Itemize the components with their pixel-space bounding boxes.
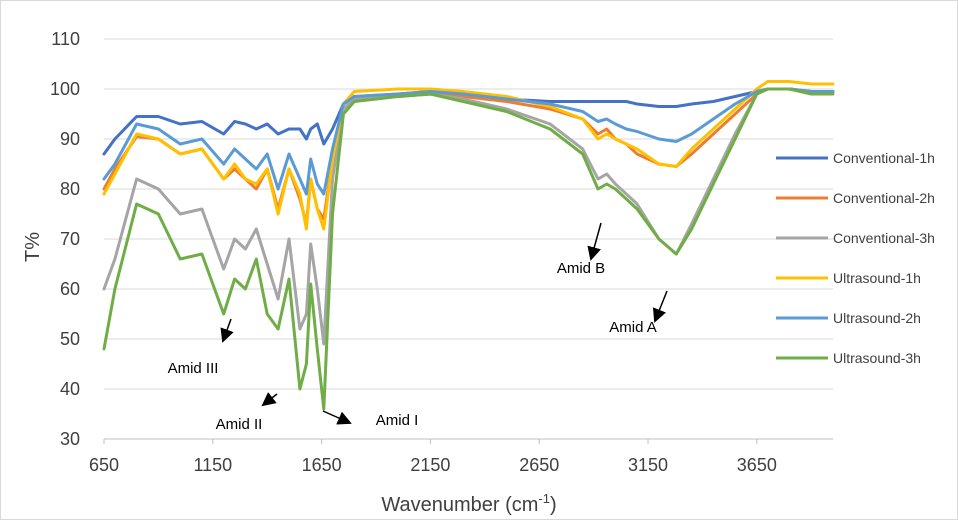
series-line-ultrasound-2h — [102, 87, 835, 196]
annotation-label: Amid III — [168, 360, 219, 377]
annotation-arrow — [652, 290, 668, 323]
annotation-arrow — [261, 392, 278, 407]
series-line-ultrasound-1h — [102, 80, 835, 231]
annotation-label: Amid II — [216, 416, 263, 433]
annotation-arrow — [220, 318, 234, 343]
y-tick-labels: 30 40 50 60 70 80 90 100 110 — [50, 29, 80, 449]
x-tick-label: 1650 — [302, 455, 342, 475]
legend-label: Conventional-2h — [833, 190, 935, 206]
legend-label: Ultrasound-1h — [833, 270, 921, 286]
y-tick-label: 30 — [60, 429, 80, 449]
x-tick-label: 3650 — [737, 455, 777, 475]
series-line-ultrasound-3h — [102, 87, 835, 411]
y-tick-label: 50 — [60, 329, 80, 349]
legend: Conventional-1h Conventional-2h Convention… — [776, 150, 935, 366]
y-tick-label: 40 — [60, 379, 80, 399]
series-lines — [102, 80, 835, 411]
annotation-arrow — [587, 222, 602, 261]
x-tick-label: 2150 — [410, 455, 450, 475]
y-tick-label: 110 — [51, 29, 80, 49]
x-tick-label: 1150 — [193, 455, 232, 475]
annotations: Amid III Amid II Amid I Amid B Amid A — [168, 222, 668, 433]
annotation-arrow — [322, 410, 352, 425]
x-tick-labels: 650 1150 1650 2150 2650 3150 3650 — [89, 439, 777, 475]
annotation-label: Amid I — [376, 412, 419, 429]
annotation-label: Amid B — [557, 260, 605, 277]
x-tick-label: 650 — [89, 455, 119, 475]
y-tick-label: 90 — [60, 129, 80, 149]
x-axis-title: Wavenumber (cm-1) — [381, 491, 556, 516]
x-tick-label: 3150 — [628, 455, 668, 475]
y-tick-label: 100 — [50, 79, 80, 99]
y-tick-label: 60 — [60, 279, 80, 299]
annotation-label: Amid A — [609, 319, 657, 336]
y-tick-label: 70 — [60, 229, 80, 249]
legend-label: Ultrasound-3h — [833, 350, 921, 366]
y-axis-title: T% — [22, 232, 44, 262]
x-tick-label: 2650 — [519, 455, 559, 475]
legend-label: Ultrasound-2h — [833, 310, 921, 326]
legend-label: Conventional-3h — [833, 230, 935, 246]
y-tick-label: 80 — [60, 179, 80, 199]
legend-label: Conventional-1h — [833, 150, 935, 166]
